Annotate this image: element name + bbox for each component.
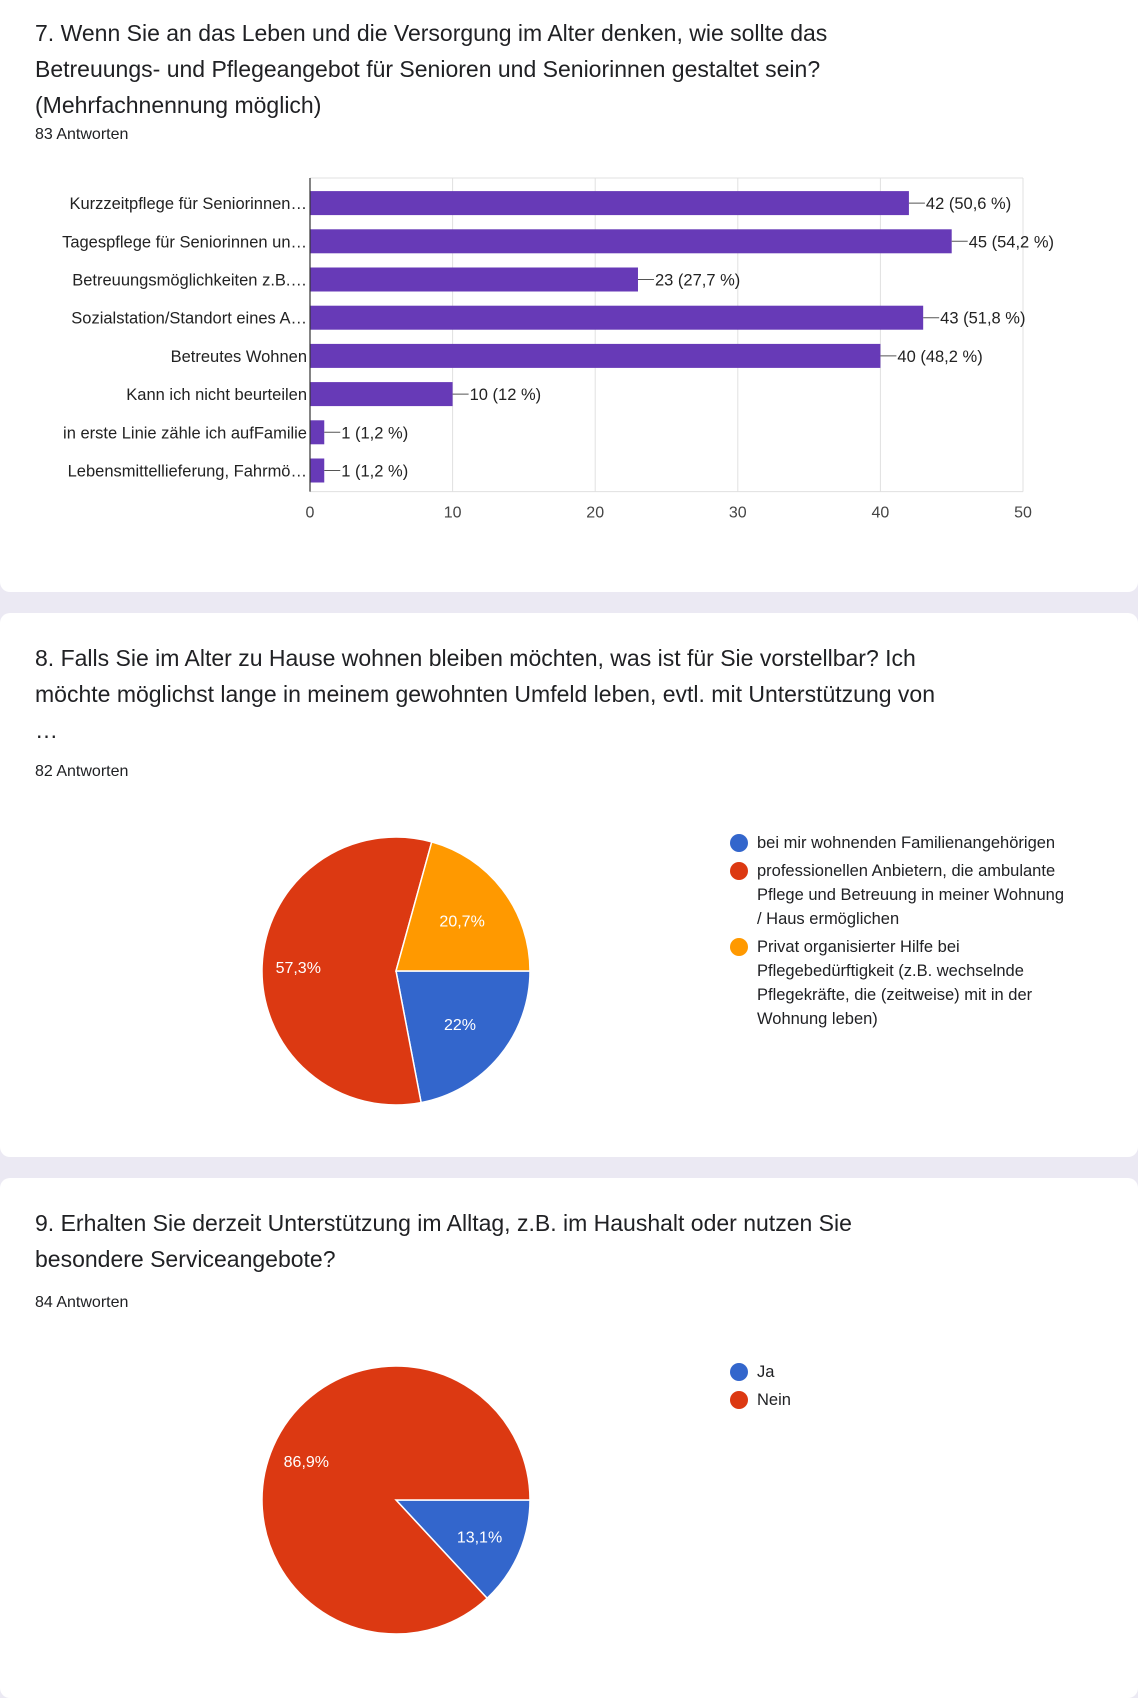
question-title: 7. Wenn Sie an das Leben und die Versorg…	[35, 20, 828, 118]
slice-label: 57,3%	[276, 960, 321, 977]
slice-label: 20,7%	[439, 914, 484, 931]
legend-label: professionellen Anbietern, die ambulante…	[757, 862, 1064, 928]
legend-item: professionellen Anbietern, die ambulante…	[730, 859, 1070, 931]
x-tick-label: 50	[1014, 505, 1032, 522]
legend-label: Ja	[757, 1363, 775, 1381]
bar	[310, 191, 909, 216]
data-label: 40 (48,2 %)	[897, 348, 982, 366]
question-title: 8. Falls Sie im Alter zu Hause wohnen bl…	[35, 645, 936, 743]
bar	[310, 305, 924, 330]
x-tick-label: 30	[729, 505, 747, 522]
y-tick-label: Betreuungsmöglichkeiten z.B.…	[72, 272, 307, 290]
y-tick-label: in erste Linie zähle ich aufFamilie	[63, 424, 307, 442]
pie-chart: 13,1% 86,9%	[261, 1365, 531, 1635]
question-card-8: 8. Falls Sie im Alter zu Hause wohnen bl…	[0, 613, 1138, 1157]
slice-label: 13,1%	[457, 1529, 502, 1546]
response-count: 83 Antworten	[35, 126, 129, 143]
question-card-7: 7. Wenn Sie an das Leben und die Versorg…	[0, 0, 1138, 592]
pie-slice	[395, 970, 531, 1104]
y-tick-label: Sozialstation/Standort eines A…	[71, 310, 307, 328]
y-tick-label: Betreutes Wohnen	[171, 348, 307, 366]
y-tick-label: Lebensmittellieferung, Fahrmö…	[68, 463, 307, 481]
response-count: 84 Antworten	[35, 1294, 129, 1311]
legend-dot-icon	[730, 834, 748, 852]
bar	[310, 458, 325, 483]
question-card-9: 9. Erhalten Sie derzeit Unterstützung im…	[0, 1178, 1138, 1698]
data-label: 42 (50,6 %)	[926, 195, 1011, 213]
y-tick-label: Kann ich nicht beurteilen	[126, 386, 307, 404]
response-count: 82 Antworten	[35, 763, 129, 780]
bar	[310, 267, 638, 292]
chart-legend: bei mir wohnenden Familienangehörigen pro…	[730, 831, 1070, 1035]
x-tick-label: 0	[306, 505, 315, 522]
pie-slice	[261, 1365, 531, 1635]
legend-dot-icon	[730, 938, 748, 956]
chart-legend: Ja Nein	[730, 1360, 1070, 1416]
bar	[310, 382, 453, 407]
data-label: 10 (12 %)	[470, 386, 542, 404]
legend-label: bei mir wohnenden Familienangehörigen	[757, 834, 1056, 852]
data-label: 1 (1,2 %)	[341, 463, 408, 481]
x-tick-label: 10	[444, 505, 462, 522]
data-label: 23 (27,7 %)	[655, 272, 740, 290]
y-tick-label: Kurzzeitpflege für Seniorinnen…	[69, 195, 307, 213]
y-tick-label: Tagespflege für Seniorinnen un…	[62, 233, 307, 251]
bar	[310, 420, 325, 445]
legend-item: Privat organisierter Hilfe bei Pflegebed…	[730, 935, 1070, 1031]
data-label: 1 (1,2 %)	[341, 424, 408, 442]
legend-dot-icon	[730, 1363, 748, 1381]
bar-chart: 0 10 20 30 40 50 Kurzzeitpflege für Seniorinne…	[62, 177, 1054, 522]
legend-item: Ja	[730, 1360, 1070, 1384]
x-tick-label: 40	[872, 505, 890, 522]
pie-slice	[395, 840, 531, 972]
bar	[310, 343, 881, 368]
legend-label: Privat organisierter Hilfe bei Pflegebed…	[757, 938, 1033, 1028]
legend-item: Nein	[730, 1388, 1070, 1412]
slice-label: 22%	[444, 1017, 476, 1034]
x-tick-label: 20	[586, 505, 604, 522]
legend-label: Nein	[757, 1391, 791, 1409]
slice-label: 86,9%	[284, 1454, 329, 1471]
pie-slice	[394, 1499, 531, 1600]
pie-slice	[261, 836, 433, 1106]
legend-dot-icon	[730, 1391, 748, 1409]
bar	[310, 229, 952, 254]
pie-chart: 22% 57,3% 20,7%	[261, 836, 531, 1106]
question-title: 9. Erhalten Sie derzeit Unterstützung im…	[35, 1210, 852, 1272]
data-label: 45 (54,2 %)	[969, 233, 1054, 251]
data-label: 43 (51,8 %)	[940, 310, 1025, 328]
legend-item: bei mir wohnenden Familienangehörigen	[730, 831, 1070, 855]
legend-dot-icon	[730, 862, 748, 880]
